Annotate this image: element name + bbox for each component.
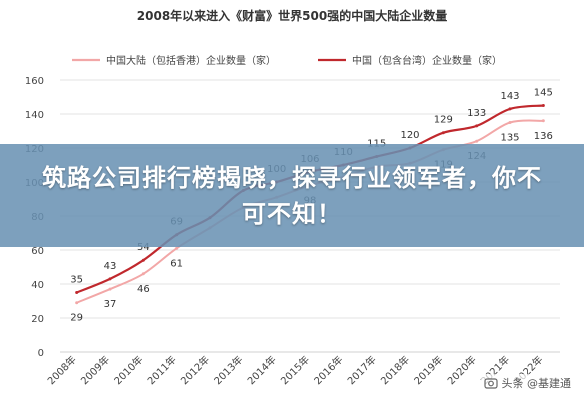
data-label: 120: [400, 130, 419, 141]
data-label: 135: [500, 133, 519, 144]
y-tick-label: 0: [38, 348, 44, 359]
x-tick-label: 2018年: [378, 353, 412, 387]
watermark-text: 头条 @基建通: [501, 377, 572, 390]
data-point: [441, 131, 445, 135]
camera-icon: [483, 378, 498, 389]
data-label: 133: [467, 108, 486, 119]
data-point: [175, 246, 179, 250]
data-label: 35: [70, 275, 83, 286]
data-point: [108, 287, 112, 291]
data-point: [508, 107, 512, 111]
x-tick-label: 2011年: [145, 353, 179, 387]
data-label: 145: [534, 88, 553, 99]
x-tick-label: 2009年: [78, 353, 112, 387]
legend-label-1: 中国（包含台湾）企业数量（家）: [352, 54, 502, 67]
data-point: [475, 124, 479, 128]
x-tick-label: 2020年: [445, 353, 479, 387]
headline-text: 筑路公司排行榜揭晓，探寻行业领军者，你不可不知！: [42, 163, 542, 228]
data-point: [541, 119, 545, 123]
x-tick-label: 2010年: [111, 353, 145, 387]
x-tick-label: 2013年: [211, 353, 245, 387]
headline-banner: 筑路公司排行榜揭晓，探寻行业领军者，你不可不知！: [0, 144, 584, 247]
data-point: [108, 277, 112, 281]
data-label: 54: [137, 242, 150, 253]
y-tick-label: 20: [31, 314, 44, 325]
y-tick-label: 40: [31, 280, 44, 291]
source-watermark: 头条 @基建通: [480, 374, 574, 392]
data-label: 61: [170, 258, 183, 269]
x-tick-label: 2016年: [311, 353, 345, 387]
data-label: 46: [137, 284, 150, 295]
data-point: [75, 301, 79, 305]
chart-title: 2008年以来进入《财富》世界500强的中国大陆企业数量: [137, 8, 447, 23]
data-point: [141, 258, 145, 262]
data-point: [508, 121, 512, 124]
x-tick-label: 2014年: [245, 353, 279, 387]
x-tick-label: 2019年: [411, 353, 445, 387]
data-point: [541, 104, 545, 107]
x-tick-label: 2008年: [45, 353, 79, 387]
x-tick-label: 2017年: [345, 353, 379, 387]
legend-label-0: 中国大陆（包括香港）企业数量（家）: [106, 54, 276, 67]
y-tick-label: 140: [25, 110, 44, 121]
data-label: 129: [434, 115, 453, 126]
chart-legend: 中国大陆（包括香港）企业数量（家） 中国（包含台湾）企业数量（家）: [72, 54, 502, 67]
data-label: 37: [104, 299, 117, 310]
data-label: 29: [70, 313, 83, 324]
data-point: [75, 291, 79, 294]
data-label: 43: [104, 261, 117, 272]
data-label: 136: [534, 131, 553, 142]
y-tick-label: 160: [25, 76, 44, 87]
y-tick-label: 60: [31, 246, 44, 257]
data-label: 143: [500, 91, 519, 102]
data-point: [141, 272, 145, 276]
x-tick-label: 2015年: [278, 353, 312, 387]
x-axis: 2008年 2009年 2010年 2011年 2012年 2013年 2014年 2015年…: [45, 353, 546, 387]
data-point: [475, 139, 479, 143]
x-tick-label: 2012年: [178, 353, 212, 387]
